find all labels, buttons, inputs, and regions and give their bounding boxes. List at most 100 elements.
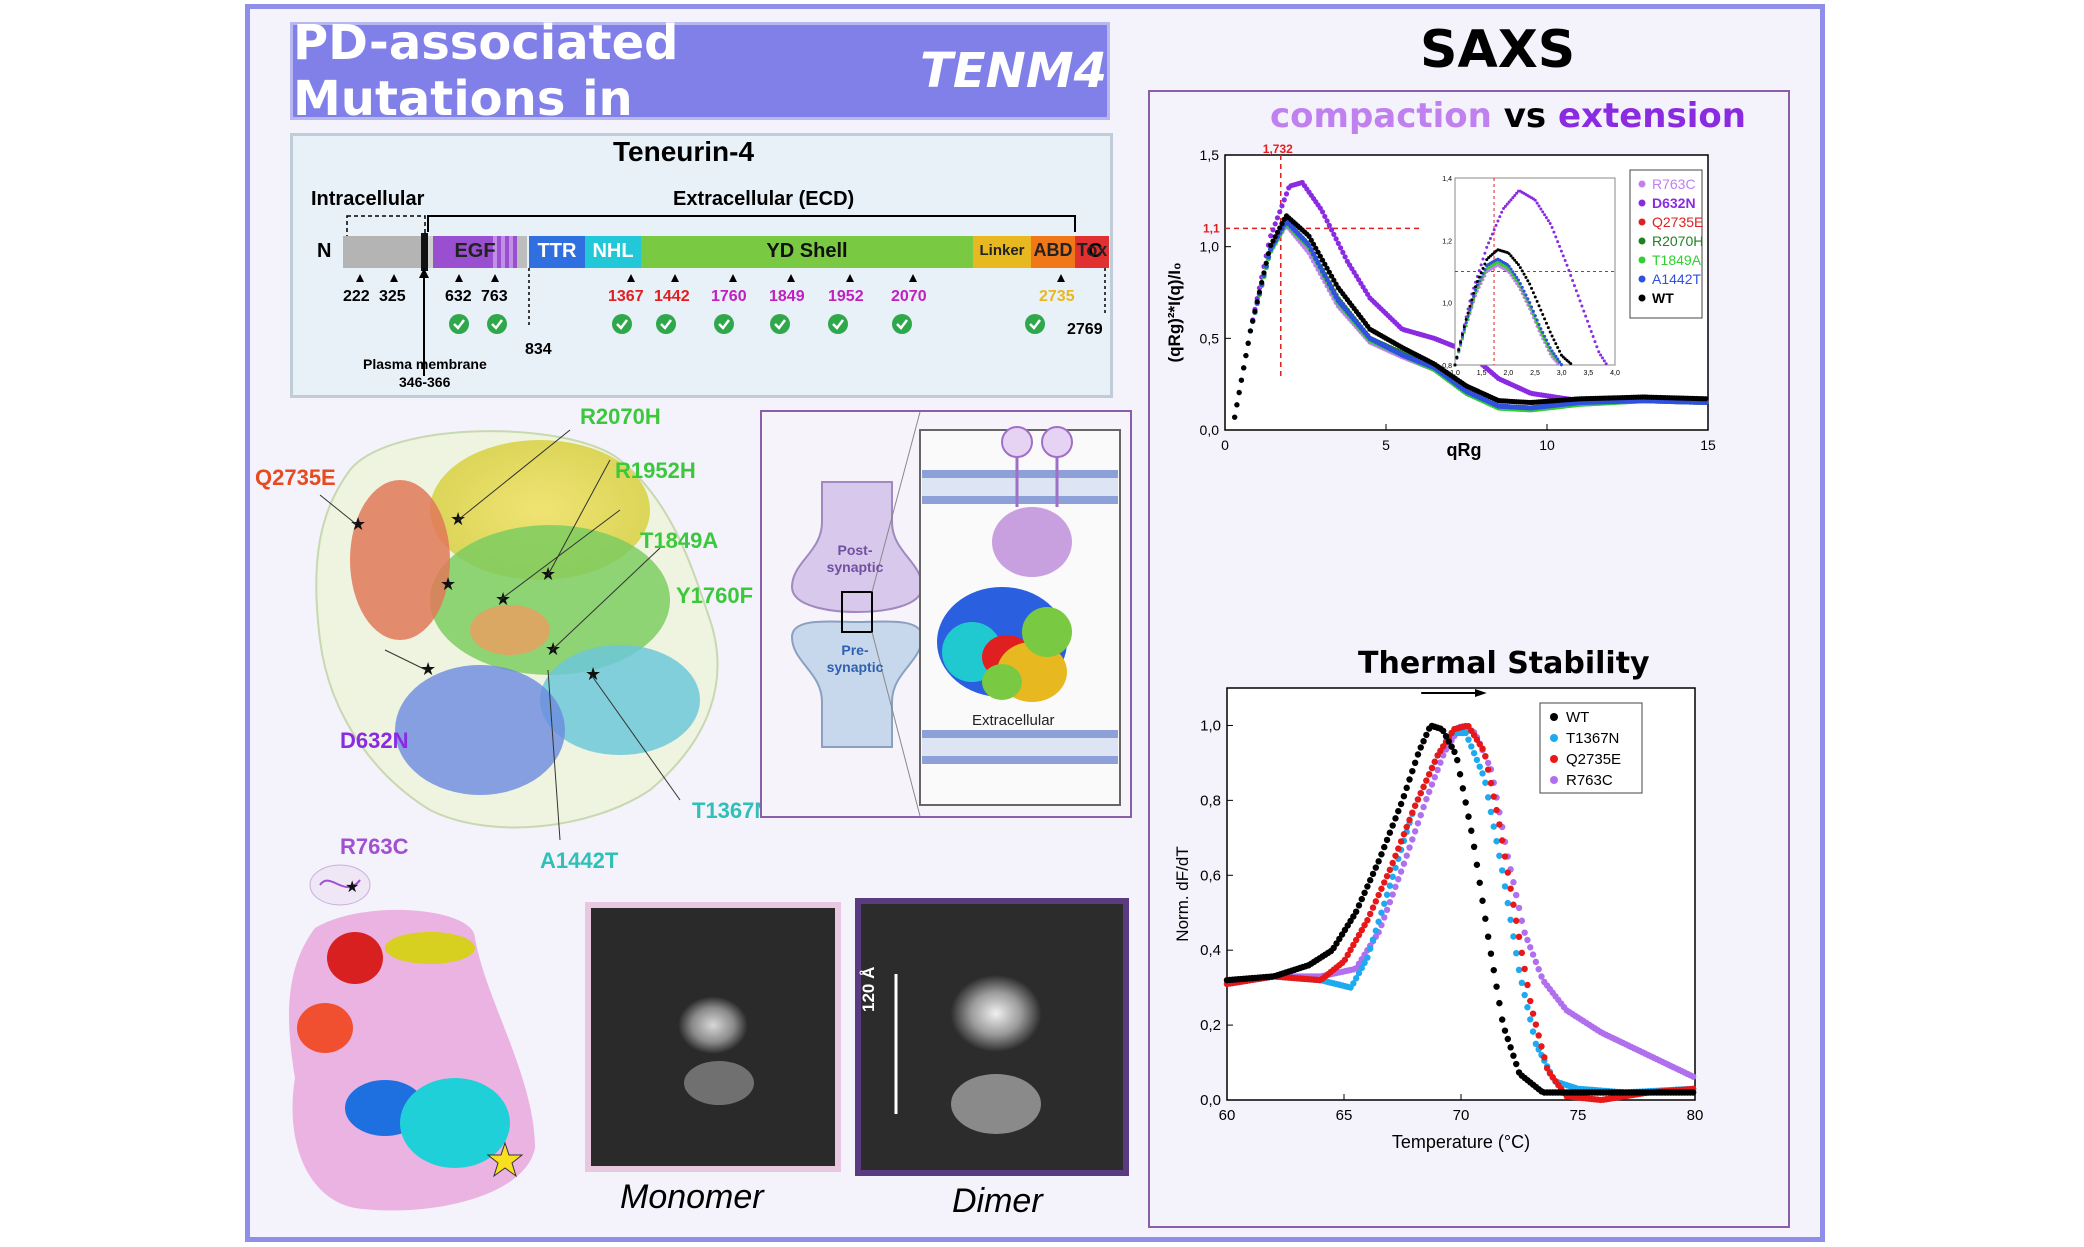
annotation-11: 1,1 [1203, 221, 1220, 235]
annotation-1732: 1,732 [1263, 142, 1293, 156]
data-point [1403, 852, 1410, 859]
data-point [1367, 877, 1374, 884]
y-axis-label: (qRg)²*I(q)/I₀ [1165, 262, 1184, 362]
data-point [1328, 285, 1335, 291]
data-point [1389, 822, 1396, 829]
inset-series-a1442t [1453, 257, 1563, 367]
inset-y-tick: 0,8 [1442, 363, 1452, 370]
data-point [1529, 1010, 1537, 1017]
data-point [1324, 277, 1330, 283]
data-point [1565, 263, 1569, 267]
data-point [1503, 204, 1507, 208]
data-point [1510, 1052, 1517, 1059]
legend-label: T1367N [1566, 730, 1619, 747]
data-point [1395, 876, 1402, 883]
data-point [1465, 736, 1472, 743]
data-point [1509, 198, 1513, 202]
data-point [1528, 301, 1532, 305]
data-point [1414, 796, 1422, 803]
check-icon [487, 314, 507, 334]
data-point [1477, 275, 1481, 279]
data-point [1470, 298, 1474, 302]
ttr-label: TTR [537, 240, 577, 262]
series-wt [1223, 722, 1697, 1096]
intracellular-bracket [346, 215, 426, 245]
data-point [1420, 783, 1427, 791]
pre-synaptic-terminal [790, 620, 924, 748]
pos-2070: 2070 [891, 288, 927, 305]
data-point [1247, 328, 1254, 334]
data-point [1576, 294, 1580, 298]
check-icon [449, 314, 469, 334]
data-point [1400, 860, 1408, 867]
legend-label: R763C [1566, 772, 1613, 789]
abd-label: ABD [1033, 240, 1073, 260]
data-point [1409, 836, 1416, 843]
egf-fragment: ★ [309, 864, 371, 906]
data-point [1406, 844, 1413, 851]
data-point [1259, 279, 1265, 286]
data-point [1543, 317, 1547, 321]
data-point [1462, 330, 1466, 334]
data-point [1270, 227, 1276, 233]
data-point [1326, 281, 1332, 287]
legend-label: WT [1652, 290, 1674, 306]
data-point [1315, 249, 1321, 255]
data-point [1350, 980, 1357, 987]
data-point [1544, 321, 1548, 325]
data-point [1582, 309, 1586, 313]
data-point [1383, 891, 1391, 898]
data-point [1487, 241, 1491, 245]
data-point [1367, 910, 1374, 918]
data-point [1245, 340, 1251, 346]
data-point [1352, 975, 1360, 982]
data-point [1479, 745, 1486, 752]
data-point [1464, 321, 1468, 325]
data-point [1552, 352, 1556, 356]
legend-label: WT [1566, 709, 1589, 726]
data-point [1518, 949, 1526, 957]
data-point [1490, 232, 1494, 236]
data-point [1317, 205, 1323, 211]
data-point [1375, 891, 1382, 899]
synapse-svg [790, 411, 1121, 817]
post-synaptic-terminal [790, 481, 924, 614]
tox-abd-domain [350, 480, 450, 640]
data-point [1559, 249, 1563, 253]
data-point [1369, 904, 1377, 911]
cryoem-surface [289, 909, 535, 1211]
data-point [1520, 269, 1524, 273]
data-point [1558, 244, 1562, 248]
data-point [1274, 215, 1281, 221]
data-point [1476, 763, 1483, 770]
legend-marker [1638, 218, 1646, 226]
data-point [1369, 870, 1377, 878]
label-t1849a: T1849A [640, 528, 719, 553]
data-point [1256, 289, 1263, 295]
data-point [1389, 873, 1396, 880]
pos-222: 222 [343, 288, 370, 305]
data-point [1358, 926, 1365, 934]
y-tick-label: 0,2 [1200, 1017, 1221, 1034]
extracellular-bracket [427, 215, 1076, 232]
data-point [1337, 245, 1344, 251]
data-point [1556, 357, 1560, 361]
data-point [1437, 759, 1444, 766]
data-point [1319, 268, 1326, 274]
data-point [1538, 1043, 1545, 1050]
data-point [1272, 234, 1278, 240]
data-point [1386, 882, 1394, 889]
data-point [1250, 318, 1256, 324]
data-point [1483, 262, 1487, 266]
data-point [1283, 191, 1290, 197]
egf-block [433, 236, 493, 268]
data-point [1392, 883, 1399, 891]
data-point [1505, 263, 1509, 267]
data-point [1306, 242, 1312, 249]
data-point [1252, 308, 1258, 314]
svg-text:★: ★ [495, 589, 511, 609]
data-point [1554, 354, 1558, 358]
inset-x-tick: 3,0 [1557, 370, 1567, 377]
data-point [1546, 326, 1550, 330]
check-icon [612, 314, 632, 334]
